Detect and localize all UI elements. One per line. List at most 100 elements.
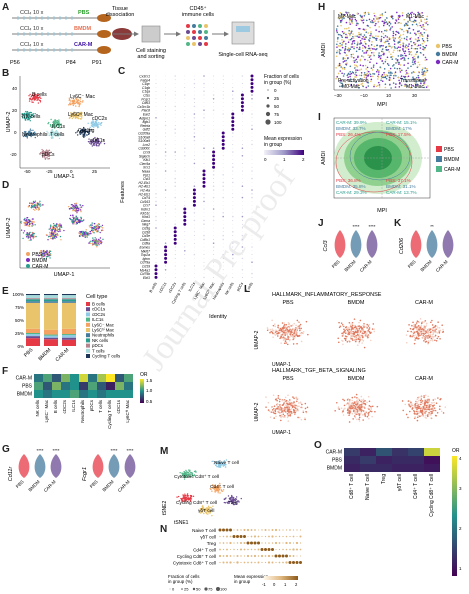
scatter-point xyxy=(417,30,419,33)
umap-point xyxy=(24,221,27,224)
umap-point xyxy=(80,218,82,220)
umap-point xyxy=(68,114,71,117)
umap-point xyxy=(421,409,424,412)
dot xyxy=(165,223,166,225)
umap-point xyxy=(269,328,272,331)
scatter-point xyxy=(396,47,399,50)
umap-point xyxy=(433,401,435,404)
gene-label: Gdf2 xyxy=(143,128,150,132)
umap-point xyxy=(54,119,56,121)
scatter-point xyxy=(364,79,367,82)
dot xyxy=(194,166,195,168)
violin-group-label: CAR-M xyxy=(435,259,449,273)
umap-point xyxy=(293,401,295,403)
umap-point xyxy=(433,404,435,406)
umap-point xyxy=(286,333,289,336)
umap-point xyxy=(30,206,32,209)
scatter-point xyxy=(414,57,417,60)
dot xyxy=(194,261,195,263)
gene-label: Ighm xyxy=(142,257,150,261)
umap-point xyxy=(426,414,429,416)
umap-point xyxy=(300,327,302,330)
umap-point xyxy=(92,120,94,122)
umap-point xyxy=(355,410,357,413)
umap-point xyxy=(76,209,78,212)
dot xyxy=(232,75,234,77)
umap-point xyxy=(53,226,55,229)
scatter-point xyxy=(350,53,353,56)
scatter-point xyxy=(384,41,386,44)
f-legend-title: OR xyxy=(140,372,148,378)
dot xyxy=(174,109,176,111)
scatter-point xyxy=(339,85,341,88)
umap-point xyxy=(289,331,292,333)
scatter-point xyxy=(339,11,342,14)
seq-label: Single-cell RNA-seq xyxy=(218,52,267,58)
cd45-label: CD45⁺ immune cells xyxy=(182,5,214,18)
umap-point xyxy=(42,204,44,206)
tsne-point xyxy=(219,464,221,467)
umap-point xyxy=(102,139,105,141)
scatter-point xyxy=(424,74,426,76)
violin-group-label: CAR-M xyxy=(43,479,57,493)
umap-point xyxy=(38,204,41,206)
umap-point xyxy=(298,416,301,419)
umap-point xyxy=(91,228,93,230)
dot xyxy=(222,253,224,256)
umap-point xyxy=(22,117,24,119)
scatter-point xyxy=(379,46,381,48)
dot xyxy=(184,132,186,134)
tsne-point xyxy=(217,485,219,487)
umap-point xyxy=(31,114,33,117)
umap-point xyxy=(33,235,35,237)
umap-point xyxy=(60,239,62,241)
umap-point xyxy=(30,95,33,98)
umap-point xyxy=(426,408,428,411)
dot xyxy=(184,227,186,229)
dot xyxy=(174,163,176,164)
scatter-point xyxy=(421,42,424,45)
tsne-point xyxy=(211,460,213,463)
umap-point xyxy=(421,336,423,339)
scatter-point xyxy=(422,67,424,69)
bar-segment xyxy=(62,299,76,302)
umap-point xyxy=(350,334,353,337)
dot xyxy=(242,273,243,274)
dot xyxy=(184,246,186,248)
scatter-point xyxy=(424,21,426,24)
umap-point xyxy=(100,240,102,242)
i-tl-0: CAR-M: 39.9% xyxy=(336,120,367,125)
scatter-point xyxy=(418,22,421,24)
umap-point xyxy=(425,417,428,419)
e-ytick: 25% xyxy=(15,331,24,336)
heatmap-cell xyxy=(79,382,88,390)
umap-point xyxy=(369,339,372,342)
tsne-point xyxy=(182,474,184,476)
dose-label-2: CCl₄ 10 x xyxy=(20,26,44,32)
umap-point xyxy=(21,113,24,115)
tsne-point xyxy=(187,475,189,477)
umap-point xyxy=(295,404,297,407)
umap-point xyxy=(27,221,29,223)
umap-point xyxy=(283,409,285,412)
dot xyxy=(194,75,195,77)
gene-label: Klk1 xyxy=(143,158,150,162)
dot xyxy=(213,113,214,115)
umap-point xyxy=(96,141,98,144)
heatmap-cell xyxy=(106,382,115,390)
dot xyxy=(251,242,253,244)
dot xyxy=(232,144,234,145)
umap-point xyxy=(349,411,352,413)
umap-point xyxy=(288,323,291,326)
dot xyxy=(164,124,167,127)
dot xyxy=(202,169,206,173)
umap-point xyxy=(419,410,422,413)
dot xyxy=(174,223,176,225)
heatmap-cell xyxy=(124,382,133,390)
umap-point xyxy=(276,330,278,333)
umap-point xyxy=(273,412,276,415)
dot xyxy=(184,201,186,202)
dot xyxy=(203,234,205,237)
scatter-point xyxy=(389,27,392,29)
e-ytick: 0% xyxy=(17,344,24,349)
